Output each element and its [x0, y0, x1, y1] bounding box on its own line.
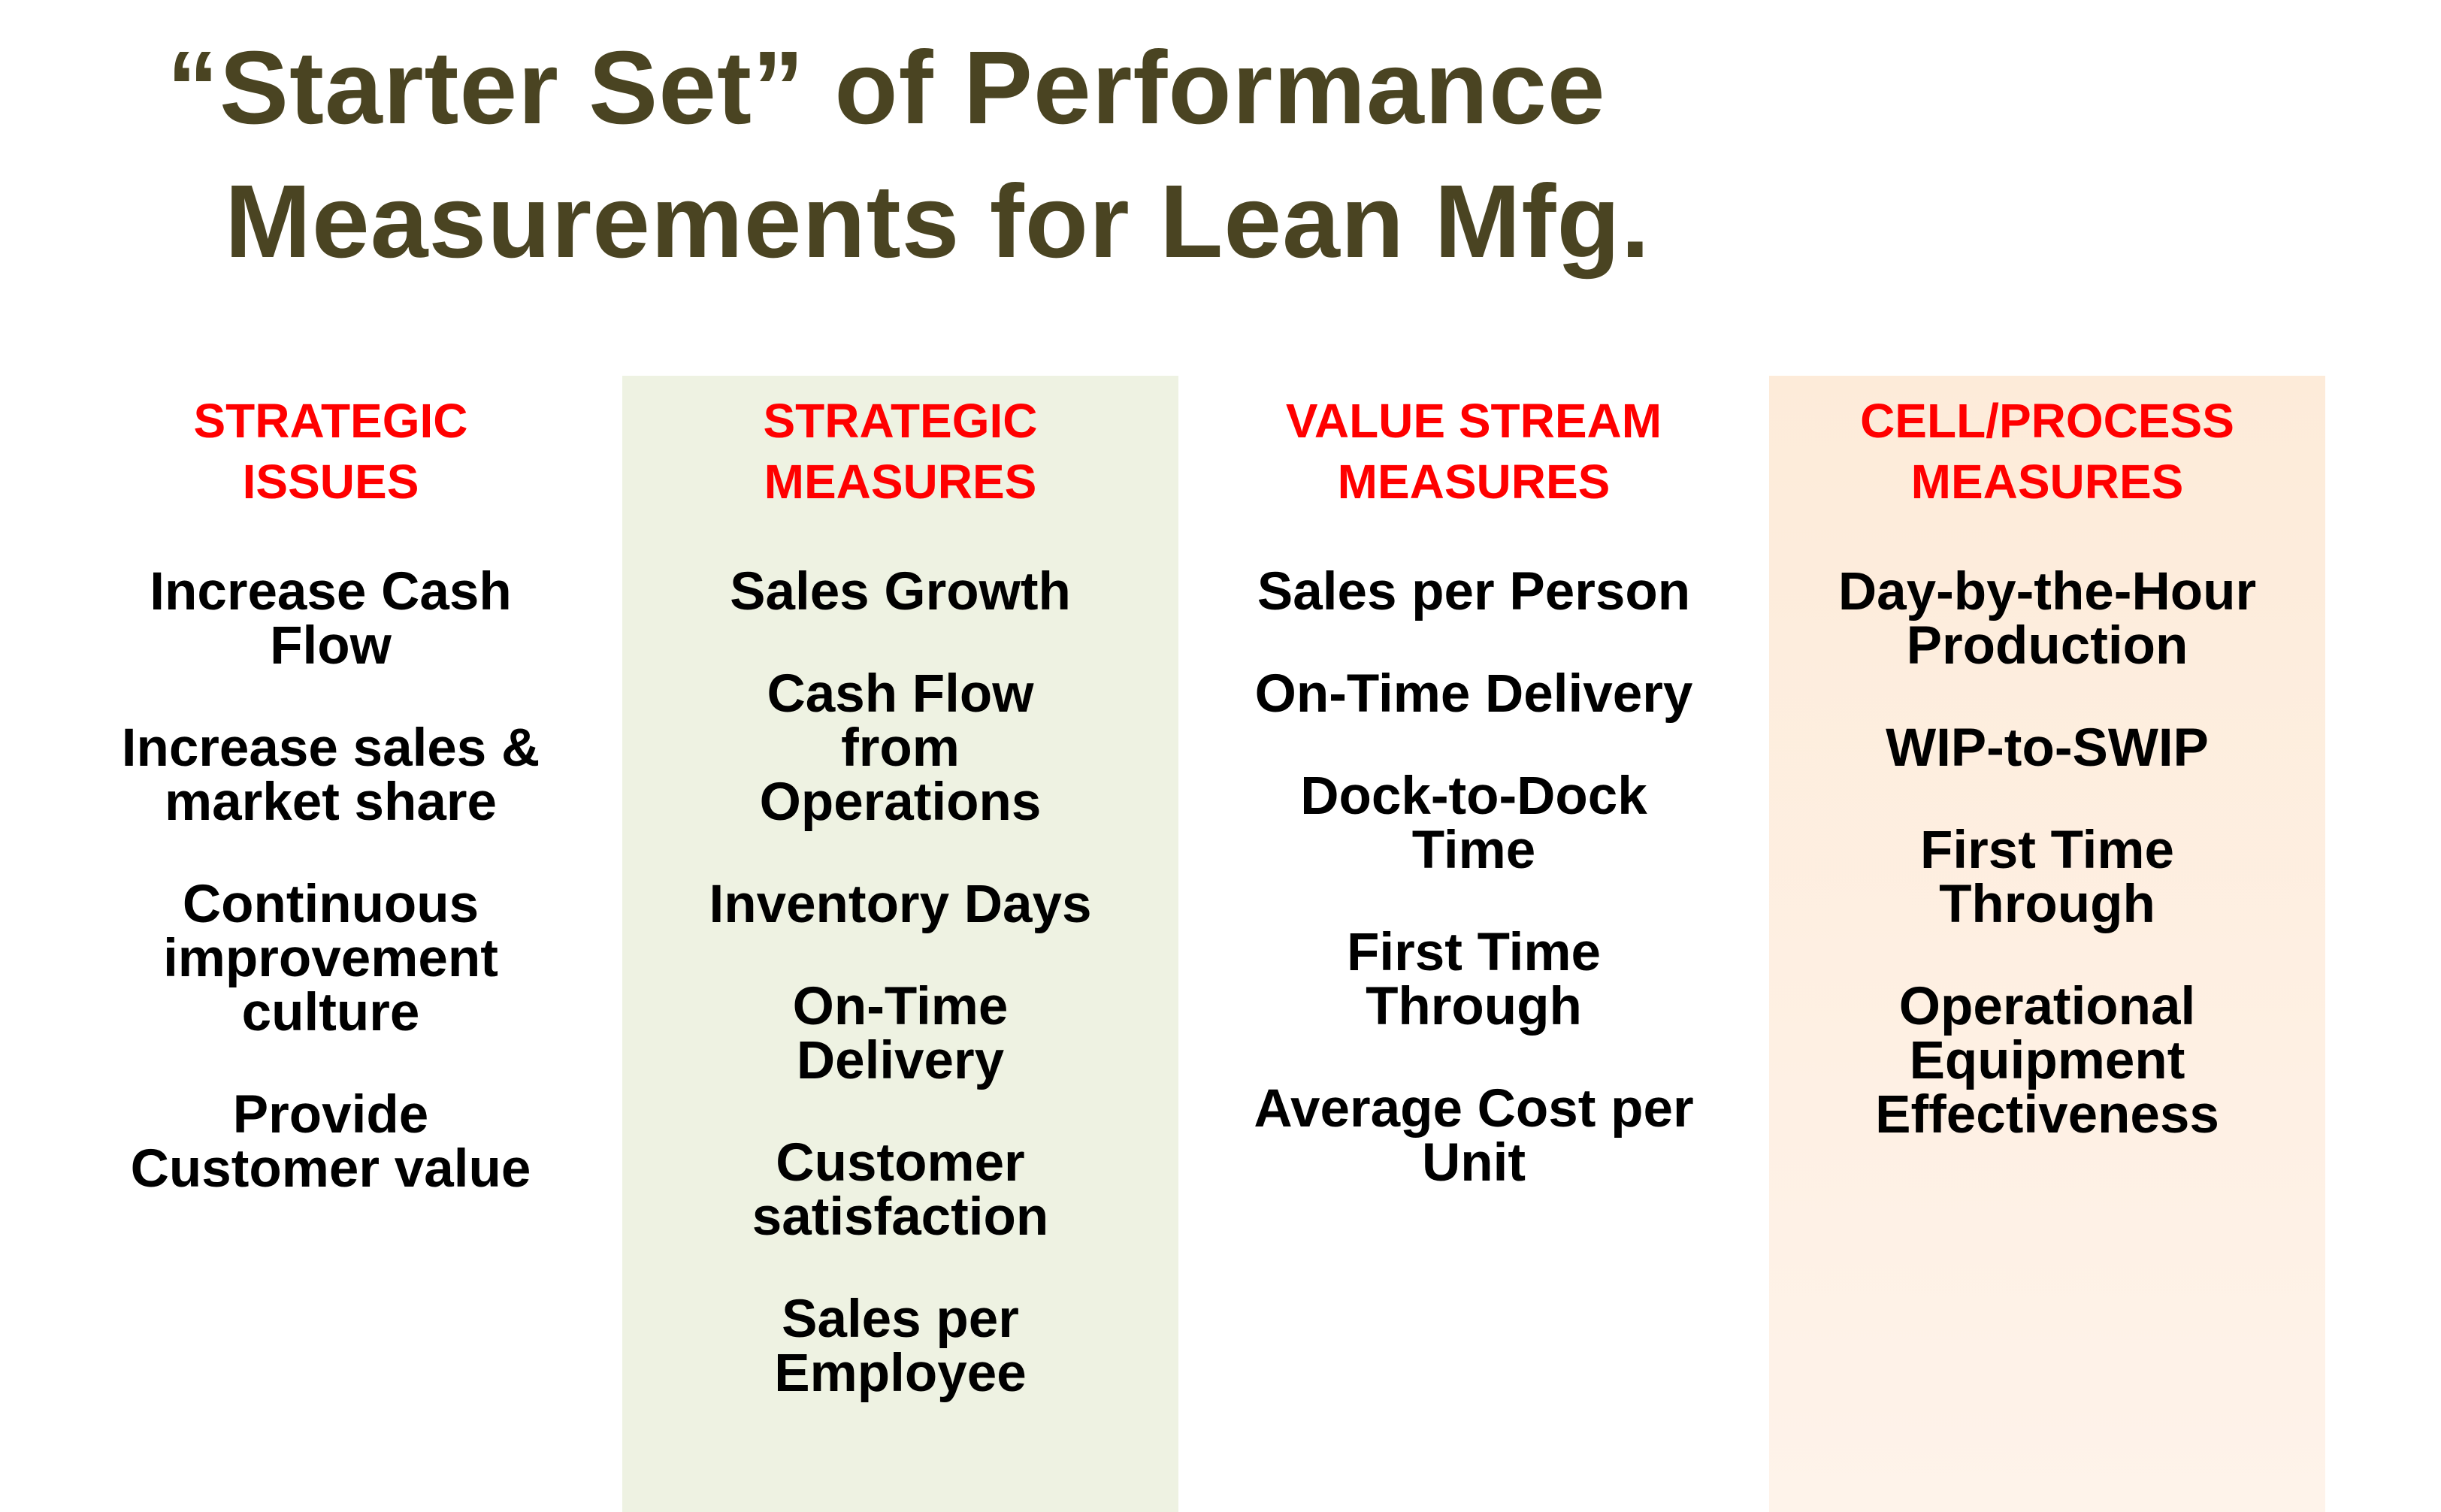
- list-item: First Time Through: [1919, 821, 2174, 934]
- column-header: STRATEGIC MEASURES: [763, 394, 1038, 509]
- list-item: Customer satisfaction: [752, 1133, 1049, 1247]
- list-item: WIP-to-SWIP: [1886, 718, 2209, 778]
- column-header: CELL/PROCESS MEASURES: [1860, 394, 2234, 509]
- list-item: Provide Customer value: [130, 1085, 531, 1199]
- list-item: Sales Growth: [730, 562, 1071, 621]
- list-item: On-Time Delivery: [792, 977, 1009, 1090]
- column-strategic-measures: STRATEGIC MEASURES Sales Growth Cash Flo…: [622, 391, 1178, 1401]
- strategic-measures-panel: [622, 376, 1178, 1512]
- list-item: Cash Flow from Operations: [759, 664, 1042, 832]
- column-header: VALUE STREAM MEASURES: [1285, 394, 1662, 509]
- item-list: Sales Growth Cash Flow from Operations I…: [622, 565, 1178, 1401]
- list-item: Operational Equipment Effectiveness: [1875, 977, 2219, 1145]
- list-item: Average Cost per Unit: [1254, 1079, 1694, 1193]
- item-list: Increase Cash Flow Increase sales & mark…: [75, 565, 586, 1196]
- cell-process-measures-panel: [1769, 376, 2325, 1512]
- list-item: Increase Cash Flow: [150, 562, 512, 676]
- list-item: Sales per Employee: [774, 1290, 1027, 1403]
- page-title: “Starter Set” of Performance Measurement…: [167, 21, 2271, 289]
- list-item: On-Time Delivery: [1254, 664, 1693, 724]
- column-strategic-issues: STRATEGIC ISSUES Increase Cash Flow Incr…: [75, 391, 586, 1196]
- title-line-1: “Starter Set” of Performance: [167, 30, 1606, 146]
- list-item: First Time Through: [1346, 923, 1601, 1036]
- list-item: Day-by-the-Hour Production: [1838, 562, 2257, 676]
- list-item: Inventory Days: [709, 875, 1092, 934]
- list-item: Increase sales & market share: [121, 718, 540, 832]
- column-header: STRATEGIC ISSUES: [193, 394, 468, 509]
- list-item: Dock-to-Dock Time: [1300, 767, 1647, 880]
- title-line-2: Measurements for Lean Mfg.: [225, 164, 1651, 280]
- column-cell-process-measures: CELL/PROCESS MEASURES Day-by-the-Hour Pr…: [1769, 391, 2325, 1142]
- list-item: Sales per Person: [1257, 562, 1691, 621]
- item-list: Sales per Person On-Time Delivery Dock-t…: [1178, 565, 1769, 1190]
- column-value-stream-measures: VALUE STREAM MEASURES Sales per Person O…: [1178, 391, 1769, 1190]
- list-item: Continuous improvement culture: [163, 875, 498, 1042]
- item-list: Day-by-the-Hour Production WIP-to-SWIP F…: [1769, 565, 2325, 1142]
